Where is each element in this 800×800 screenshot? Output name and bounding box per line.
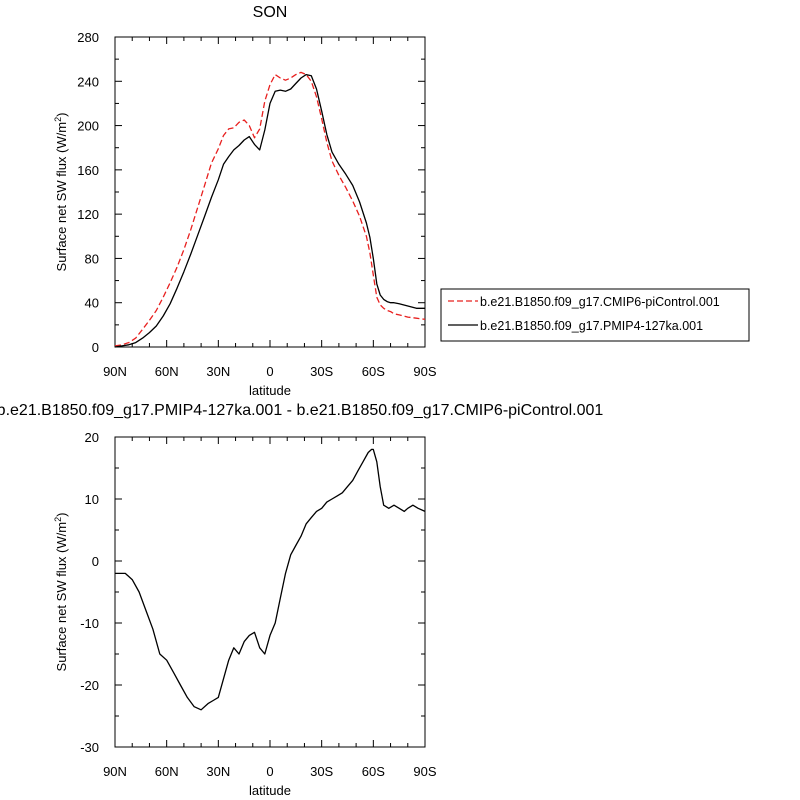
chart-bottom-x-tick-label: 0 <box>266 764 273 779</box>
chart-bottom-x-axis-label: latitude <box>249 783 291 798</box>
chart-bottom-x-tick-label: 30S <box>310 764 333 779</box>
chart-bottom-x-tick-label: 90N <box>103 764 127 779</box>
chart-bottom-y-tick-label: 20 <box>85 430 99 445</box>
legend-label-127ka: b.e21.B1850.f09_g17.PMIP4-127ka.001 <box>480 319 703 333</box>
chart-bottom-y-tick-label: 10 <box>85 492 99 507</box>
chart-bottom-y-axis-label: Surface net SW flux (W/m2) <box>53 513 69 672</box>
chart-top-x-tick-label: 30S <box>310 364 333 379</box>
chart-bottom-x-tick-label: 60N <box>155 764 179 779</box>
chart-top-panel: SON 90N 60N 30N 0 30S 60S 90S 0 40 80 120 160 200 240… <box>53 4 750 398</box>
chart-top-series-line-1 <box>114 73 425 348</box>
chart-bottom-y-tick-label: -20 <box>80 678 99 693</box>
chart-top-x-tick-label: 30N <box>206 364 230 379</box>
chart-bottom-plot-frame <box>114 436 426 748</box>
chart-top-y-tick-label: 200 <box>77 119 99 134</box>
chart-bottom-panel: b.e21.B1850.f09_g17.PMIP4-127ka.001 - b.… <box>0 402 603 798</box>
chart-bottom-x-tick-label: 90S <box>413 764 436 779</box>
chart-bottom-x-tick-label: 60S <box>362 764 385 779</box>
chart-top-x-axis-label: latitude <box>249 383 291 398</box>
chart-top-series-line-0 <box>114 71 426 347</box>
chart-bottom-y-tick-label: -30 <box>80 740 99 755</box>
chart-top-y-tick-label: 80 <box>85 251 99 266</box>
chart-top-y-tick-label: 0 <box>92 340 99 355</box>
chart-bottom-series-line-0 <box>115 448 426 711</box>
chart-top-y-tick-label: 40 <box>85 296 99 311</box>
chart-top-x-tick-label: 90N <box>103 364 127 379</box>
chart-top-x-tick-label: 0 <box>266 364 273 379</box>
chart-top-y-tick-label: 240 <box>77 74 99 89</box>
legend-label-picontrol: b.e21.B1850.f09_g17.CMIP6-piControl.001 <box>480 295 720 309</box>
chart-top-y-tick-label: 160 <box>77 163 99 178</box>
chart-top-y-tick-label: 280 <box>77 30 99 45</box>
chart-bottom-title: b.e21.B1850.f09_g17.PMIP4-127ka.001 - b.… <box>0 402 603 419</box>
chart-top-title: SON <box>253 4 288 21</box>
chart-top-x-tick-label: 60N <box>155 364 179 379</box>
chart-top-y-axis-label: Surface net SW flux (W/m2) <box>53 113 69 272</box>
chart-top-x-tick-label: 60S <box>362 364 385 379</box>
chart-bottom-y-tick-label: -10 <box>80 616 99 631</box>
chart-bottom-x-tick-label: 30N <box>206 764 230 779</box>
chart-top-y-tick-label: 120 <box>77 207 99 222</box>
chart-top-x-tick-label: 90S <box>413 364 436 379</box>
chart-legend: b.e21.B1850.f09_g17.CMIP6-piControl.001 … <box>440 288 750 342</box>
legend-box <box>440 288 750 342</box>
chart-bottom-y-tick-label: 0 <box>92 554 99 569</box>
